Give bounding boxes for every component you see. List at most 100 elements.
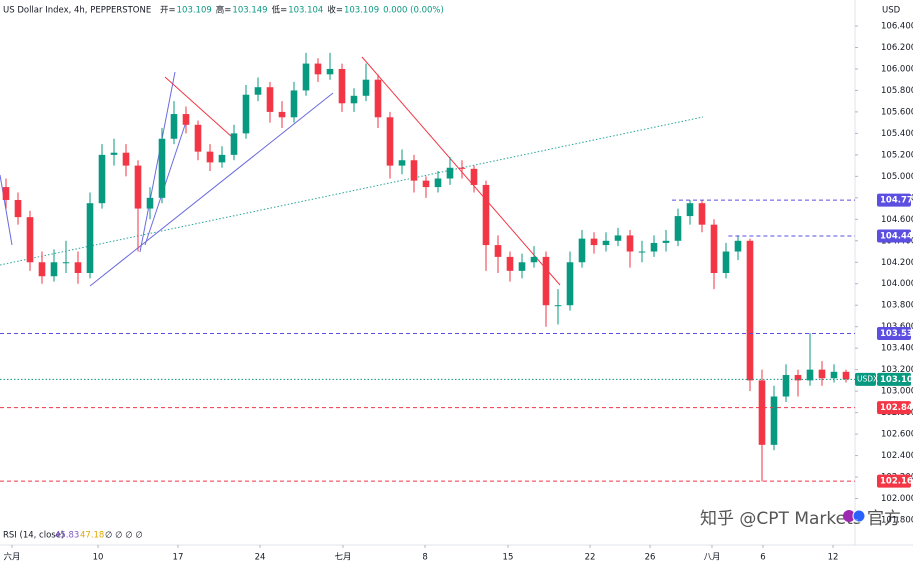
candle-body	[710, 224, 718, 274]
candle-body	[446, 167, 454, 179]
candle-body	[626, 235, 634, 252]
y-tick-label: 104.600	[881, 215, 913, 225]
plot	[2, 52, 850, 482]
candle-body	[554, 305, 562, 307]
drawings	[0, 56, 704, 287]
candle-body	[842, 371, 850, 380]
candle-body	[782, 375, 790, 397]
candle-body	[770, 396, 778, 445]
ohlc-key: 高=	[216, 5, 232, 16]
candle-body	[674, 216, 682, 241]
icon	[843, 510, 855, 522]
candle-body	[566, 262, 574, 306]
candle-body	[818, 369, 826, 379]
candle-body	[830, 371, 838, 379]
trend-line	[361, 56, 561, 286]
candle-body	[530, 256, 538, 263]
candle-body	[374, 79, 382, 118]
candle-body	[614, 235, 622, 241]
candle-body	[650, 242, 658, 252]
y-tick-label: 106.400	[881, 21, 913, 31]
candle-body	[62, 262, 70, 264]
y-tick-label: 101.800	[881, 516, 913, 526]
candle-body	[338, 68, 346, 104]
candle-body	[410, 160, 418, 181]
candle-body	[722, 251, 730, 274]
trend-line	[0, 174, 13, 246]
ohlc-key: 收=	[327, 5, 343, 16]
candle-body	[146, 197, 154, 209]
price-badge-label: 103.537	[880, 329, 913, 339]
price-badge-label: 104.444	[880, 232, 913, 242]
y-tick-label: 103.000	[881, 387, 913, 397]
candle-body	[734, 240, 742, 252]
y-tick-label: 103.400	[881, 344, 913, 354]
price-badge	[877, 193, 911, 207]
price-badge	[877, 372, 911, 386]
candle-body	[806, 369, 814, 381]
candle-body	[218, 154, 226, 163]
symbol-badge	[855, 372, 876, 386]
candle-body	[458, 167, 466, 169]
ohlc-value: 103.109	[344, 6, 379, 16]
x-tick-label: 15	[503, 553, 514, 563]
candle-body	[14, 199, 22, 218]
rsi-label: RSI (14, close)	[3, 531, 64, 541]
ohlc-key: 开=	[160, 6, 176, 16]
ohlc-key: 低=	[272, 5, 288, 16]
candle-body	[182, 114, 190, 125]
y-tick-label: 105.800	[881, 86, 913, 96]
x-tick-label: 26	[645, 553, 656, 563]
candle-body	[206, 151, 214, 163]
x-tick-label: 17	[173, 553, 184, 563]
candle-body	[758, 380, 766, 445]
y-tick-label: 105.200	[881, 150, 913, 160]
candle-body	[158, 138, 166, 198]
y-tick-label: 102.400	[881, 451, 913, 461]
candle-body	[98, 154, 106, 204]
candle-body	[698, 203, 706, 225]
candle-body	[302, 63, 310, 91]
x-tick-label: 24	[255, 553, 266, 563]
y-tick-label: 105.600	[881, 107, 913, 117]
y-tick-label: 102.000	[881, 494, 913, 504]
y-tick-label: 104.200	[881, 258, 913, 268]
candle-body	[170, 114, 178, 139]
candle-body	[110, 152, 118, 155]
candle-body	[518, 262, 526, 271]
candle-body	[326, 68, 334, 75]
candle-body	[494, 245, 502, 257]
y-tick-label: 103.800	[881, 301, 913, 311]
x-tick-label: 22	[585, 553, 596, 563]
candle-body	[278, 111, 286, 118]
x-tick-label: 八月	[703, 553, 720, 563]
watermark: 知乎 @CPT Markets 官方	[700, 509, 901, 529]
candle-body	[86, 203, 94, 274]
candle-body	[590, 238, 598, 246]
candle-body	[794, 375, 802, 381]
rsi-value: 47.18	[80, 531, 104, 541]
candle-body	[266, 87, 274, 112]
candle-body	[26, 217, 34, 263]
price-badge-label: 102.162	[880, 477, 913, 487]
x-tick-label: 六月	[3, 552, 20, 563]
candle-body	[602, 240, 610, 246]
y-tick-label: 105.400	[881, 129, 913, 139]
candle-body	[134, 165, 142, 209]
candle-body	[230, 133, 238, 155]
ohlc-value: 103.149	[232, 6, 267, 16]
symbol-badge-label: USDX	[857, 374, 878, 383]
rsi-extra: ∅ ∅ ∅ ∅	[105, 531, 143, 541]
price-badge	[877, 229, 911, 243]
candle-body	[470, 168, 478, 185]
ohlc-value: 103.109	[177, 6, 212, 16]
trend-line	[89, 92, 334, 287]
price-badge	[877, 401, 911, 415]
ohlc-legend: 开= 103.109 高= 103.149 低= 103.104 收= 103.109 0.00…	[160, 5, 444, 16]
rsi-value: 45.83	[55, 531, 79, 541]
candle-body	[254, 87, 262, 95]
y-tick-label: 104.000	[881, 279, 913, 289]
y-tick-label: 102.600	[881, 430, 913, 440]
